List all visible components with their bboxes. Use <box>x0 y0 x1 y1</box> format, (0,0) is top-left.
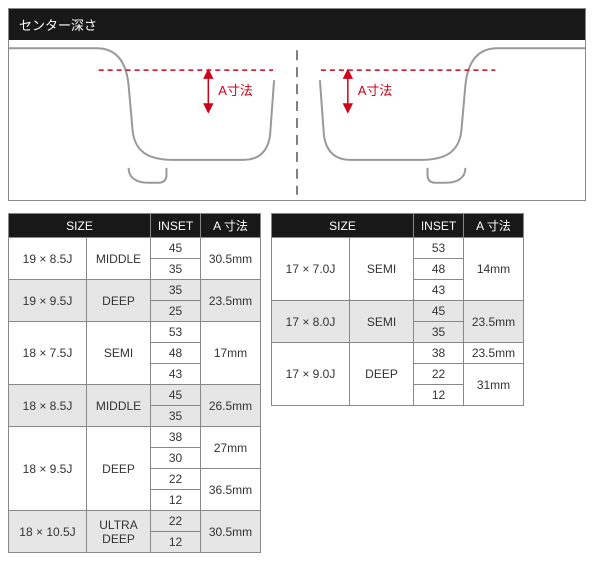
cell-type: SEMI <box>87 322 151 385</box>
cell-inset: 48 <box>414 259 464 280</box>
cell-dim: 27mm <box>201 427 261 469</box>
cell-inset: 25 <box>151 301 201 322</box>
table-row: 18 × 8.5JMIDDLE4526.5mm <box>9 385 261 406</box>
cell-type: MIDDLE <box>87 238 151 280</box>
col-header-size: SIZE <box>272 214 414 238</box>
cell-type: SEMI <box>350 238 414 301</box>
cell-type: ULTRA DEEP <box>87 511 151 553</box>
spec-table-left: SIZEINSETA 寸法19 × 8.5JMIDDLE4530.5mm3519… <box>8 213 261 553</box>
cell-inset: 53 <box>414 238 464 259</box>
cell-inset: 35 <box>151 280 201 301</box>
col-header-dim: A 寸法 <box>464 214 524 238</box>
cell-size: 17 × 9.0J <box>272 343 350 406</box>
cell-dim: 26.5mm <box>201 385 261 427</box>
cell-inset: 43 <box>151 364 201 385</box>
cell-inset: 43 <box>414 280 464 301</box>
diagram-body: A寸法 A寸法 <box>9 40 585 200</box>
cell-inset: 22 <box>151 511 201 532</box>
cell-dim: 23.5mm <box>201 280 261 322</box>
cell-dim: 14mm <box>464 238 524 301</box>
cell-dim: 23.5mm <box>464 343 524 364</box>
cell-size: 18 × 10.5J <box>9 511 87 553</box>
cell-size: 17 × 8.0J <box>272 301 350 343</box>
table-row: 19 × 9.5JDEEP3523.5mm <box>9 280 261 301</box>
col-header-inset: INSET <box>151 214 201 238</box>
cell-inset: 12 <box>151 490 201 511</box>
cell-inset: 45 <box>414 301 464 322</box>
cell-type: DEEP <box>350 343 414 406</box>
cell-dim: 30.5mm <box>201 238 261 280</box>
cell-dim: 31mm <box>464 364 524 406</box>
table-row: 19 × 8.5JMIDDLE4530.5mm <box>9 238 261 259</box>
table-row: 17 × 8.0JSEMI4523.5mm <box>272 301 524 322</box>
cell-size: 19 × 9.5J <box>9 280 87 322</box>
spec-tables: SIZEINSETA 寸法19 × 8.5JMIDDLE4530.5mm3519… <box>8 213 586 553</box>
cell-dim: 30.5mm <box>201 511 261 553</box>
cell-inset: 48 <box>151 343 201 364</box>
cell-size: 19 × 8.5J <box>9 238 87 280</box>
cell-inset: 30 <box>151 448 201 469</box>
cell-inset: 45 <box>151 385 201 406</box>
cell-inset: 38 <box>151 427 201 448</box>
cell-size: 18 × 8.5J <box>9 385 87 427</box>
cell-dim: 17mm <box>201 322 261 385</box>
cell-inset: 12 <box>151 532 201 553</box>
cell-size: 18 × 9.5J <box>9 427 87 511</box>
cell-dim: 23.5mm <box>464 301 524 343</box>
diagram-label-a-left: A寸法 <box>218 83 253 98</box>
table-row: 17 × 7.0JSEMI5314mm <box>272 238 524 259</box>
diagram-title: センター深さ <box>9 9 585 40</box>
table-row: 18 × 10.5JULTRA DEEP2230.5mm <box>9 511 261 532</box>
cell-type: MIDDLE <box>87 385 151 427</box>
col-header-inset: INSET <box>414 214 464 238</box>
cell-size: 17 × 7.0J <box>272 238 350 301</box>
cell-inset: 22 <box>414 364 464 385</box>
cell-inset: 38 <box>414 343 464 364</box>
cell-type: DEEP <box>87 427 151 511</box>
col-header-dim: A 寸法 <box>201 214 261 238</box>
cell-inset: 12 <box>414 385 464 406</box>
cell-inset: 35 <box>151 259 201 280</box>
wheel-profile-svg: A寸法 A寸法 <box>9 40 585 200</box>
cell-inset: 45 <box>151 238 201 259</box>
col-header-size: SIZE <box>9 214 151 238</box>
cell-inset: 35 <box>151 406 201 427</box>
cell-inset: 35 <box>414 322 464 343</box>
table-row: 18 × 9.5JDEEP3827mm <box>9 427 261 448</box>
diagram-label-a-right: A寸法 <box>358 83 393 98</box>
cell-type: SEMI <box>350 301 414 343</box>
center-depth-diagram: センター深さ <box>8 8 586 201</box>
cell-inset: 53 <box>151 322 201 343</box>
cell-size: 18 × 7.5J <box>9 322 87 385</box>
cell-inset: 22 <box>151 469 201 490</box>
spec-table-right: SIZEINSETA 寸法17 × 7.0JSEMI5314mm484317 ×… <box>271 213 524 406</box>
table-row: 18 × 7.5JSEMI5317mm <box>9 322 261 343</box>
cell-type: DEEP <box>87 280 151 322</box>
cell-dim: 36.5mm <box>201 469 261 511</box>
table-row: 17 × 9.0JDEEP3823.5mm <box>272 343 524 364</box>
